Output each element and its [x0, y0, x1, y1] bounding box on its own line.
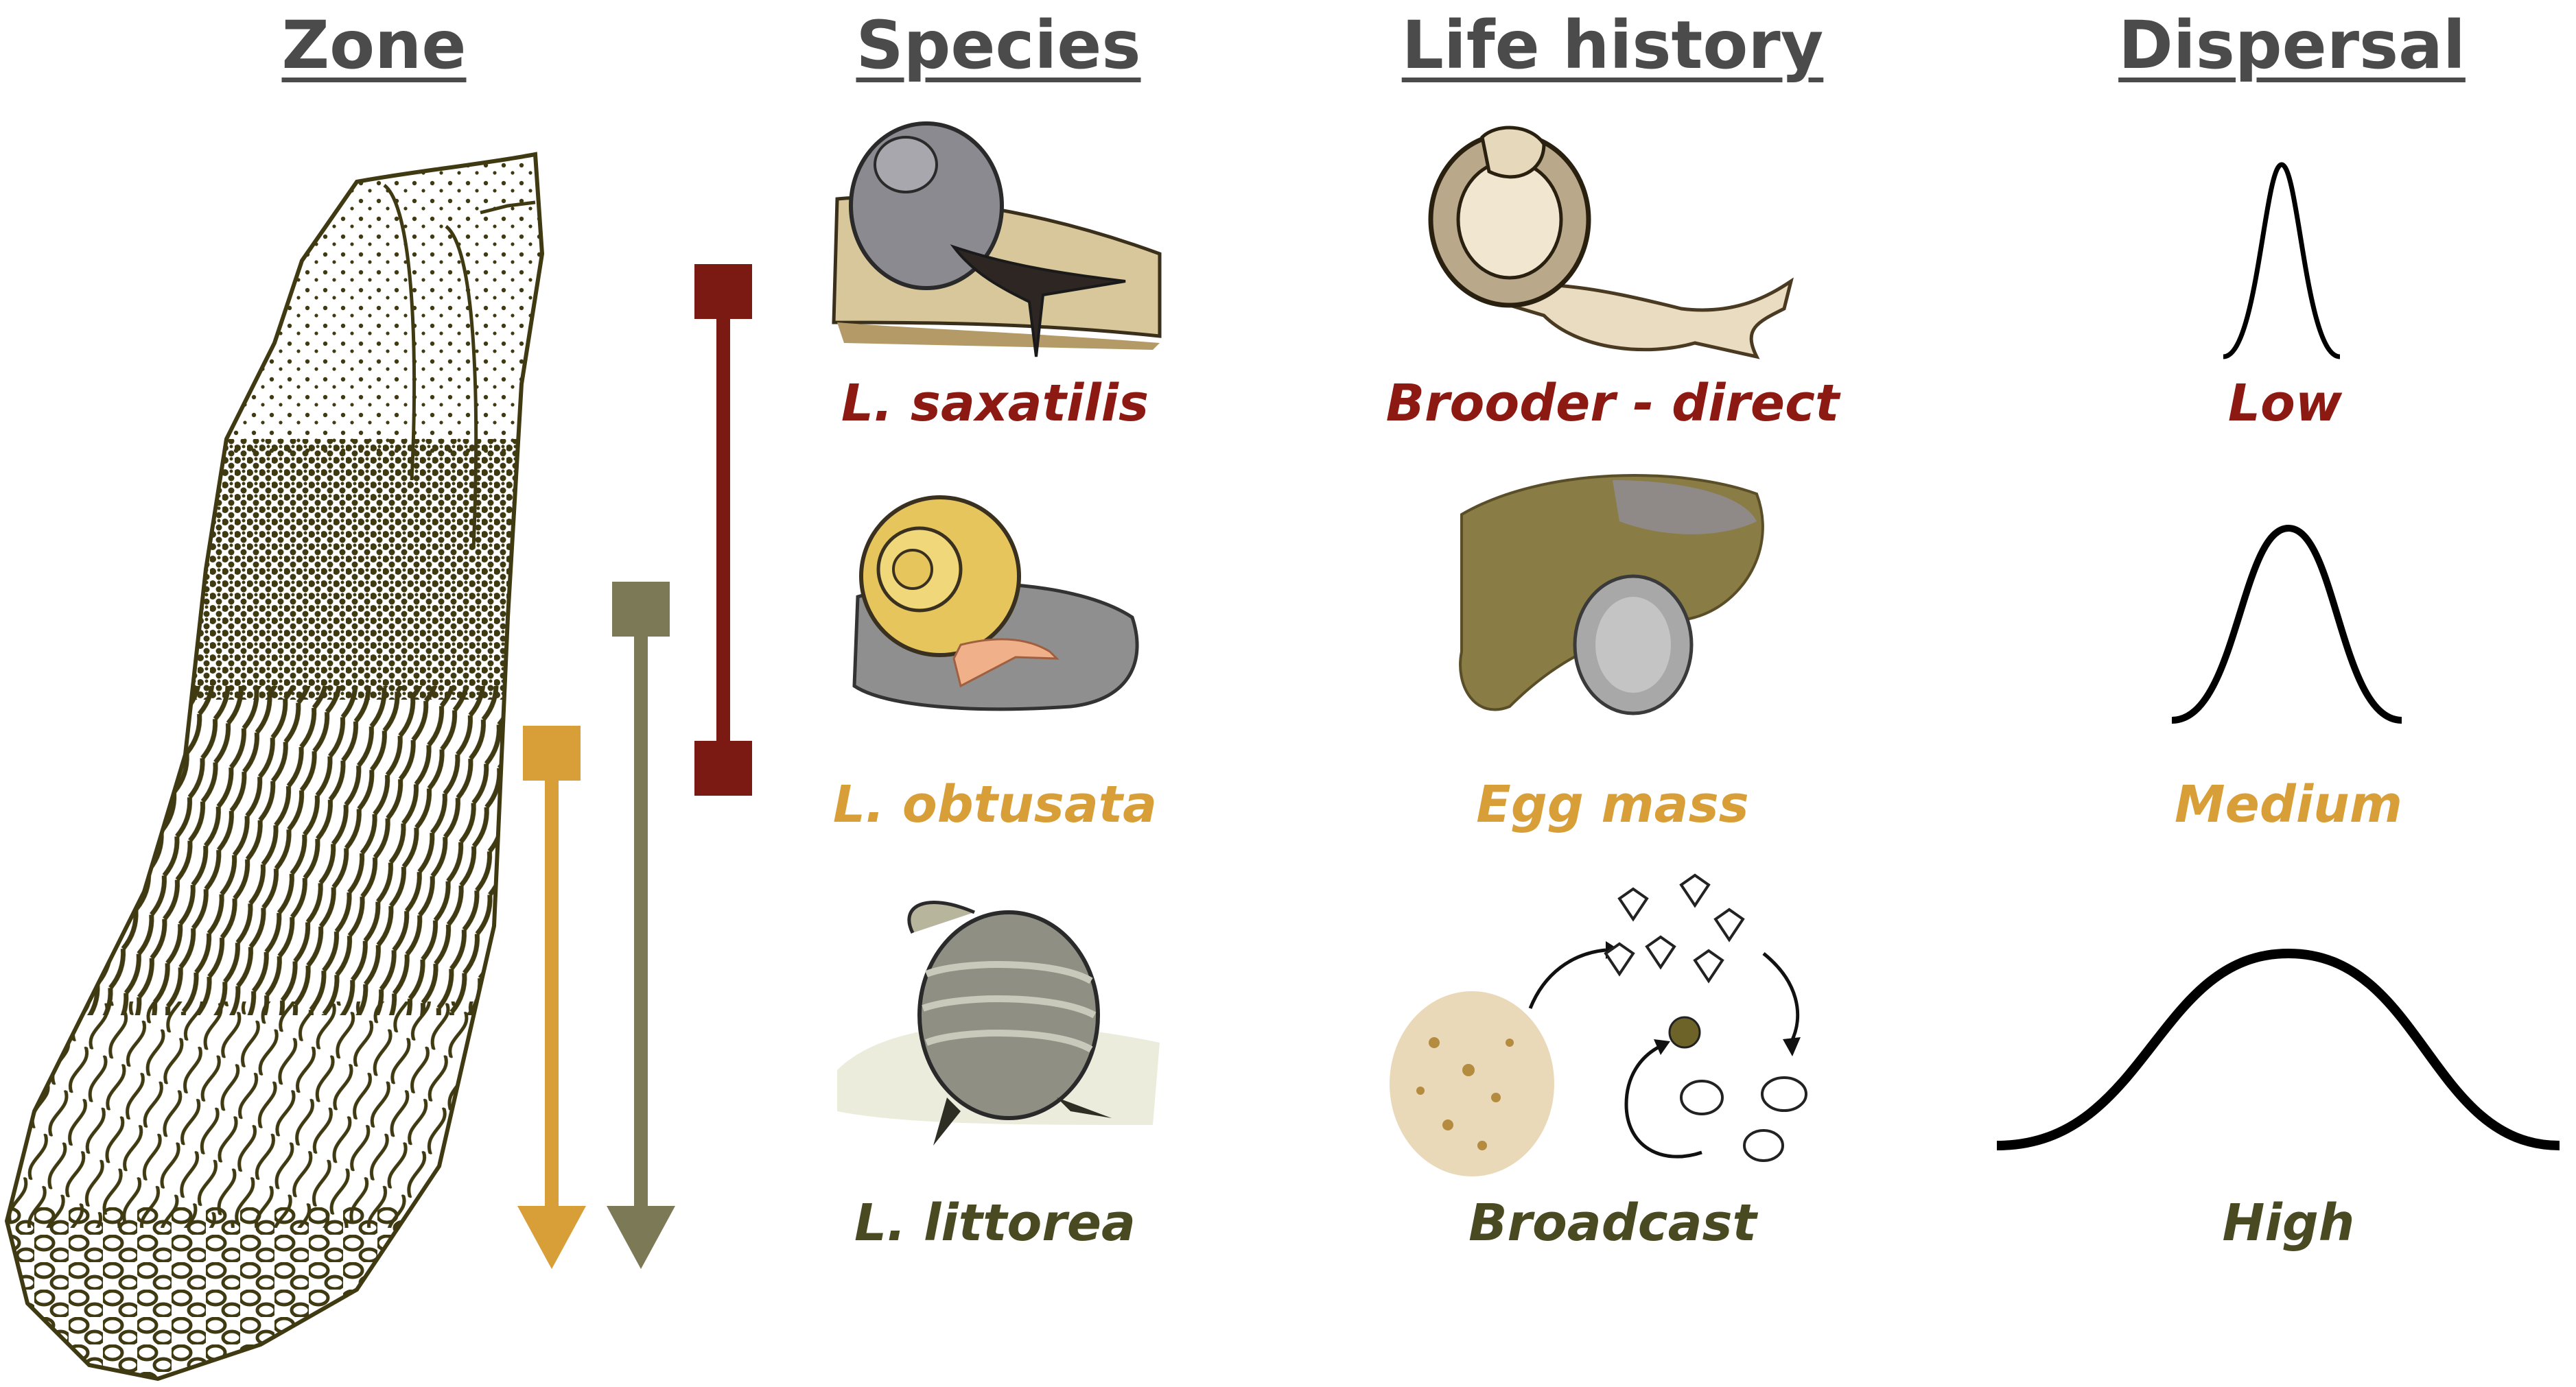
egg-mass-icon: [1459, 474, 1764, 715]
larval-cycle-icon: [1390, 873, 1807, 1176]
species-label-littorea: L. littorea: [854, 1194, 1136, 1253]
species-label-obtusata: L. obtusata: [832, 775, 1158, 834]
dispersal-curve-high: [1996, 948, 2560, 1150]
snail-littorea-icon: [837, 901, 1160, 1146]
obtusata-zone-arrow: [517, 726, 586, 1269]
brooding-snail-icon: [1428, 126, 1794, 359]
saxatilis-zone-bar: [694, 264, 752, 796]
dispersal-curve-low: [2223, 162, 2341, 359]
dispersal-label-medium: Medium: [2175, 775, 2402, 834]
header-zone: Zone: [281, 7, 467, 84]
dispersal-label-high: High: [2222, 1194, 2355, 1253]
dispersal-label-low: Low: [2227, 374, 2343, 433]
snail-saxatilis-icon: [832, 121, 1162, 357]
species-label-saxatilis: L. saxatilis: [841, 374, 1149, 433]
life-history-label-broadcast: Broadcast: [1468, 1194, 1757, 1253]
header-species: Species: [856, 7, 1141, 84]
life-history-label-egg-mass: Egg mass: [1476, 775, 1749, 834]
life-history-label-brooder: Brooder - direct: [1385, 374, 1840, 433]
header-dispersal: Dispersal: [2118, 7, 2466, 84]
header-life-history: Life history: [1401, 7, 1824, 84]
snail-obtusata-icon: [852, 495, 1139, 711]
littorea-zone-arrow: [607, 582, 675, 1269]
dispersal-curve-medium: [2171, 524, 2402, 724]
